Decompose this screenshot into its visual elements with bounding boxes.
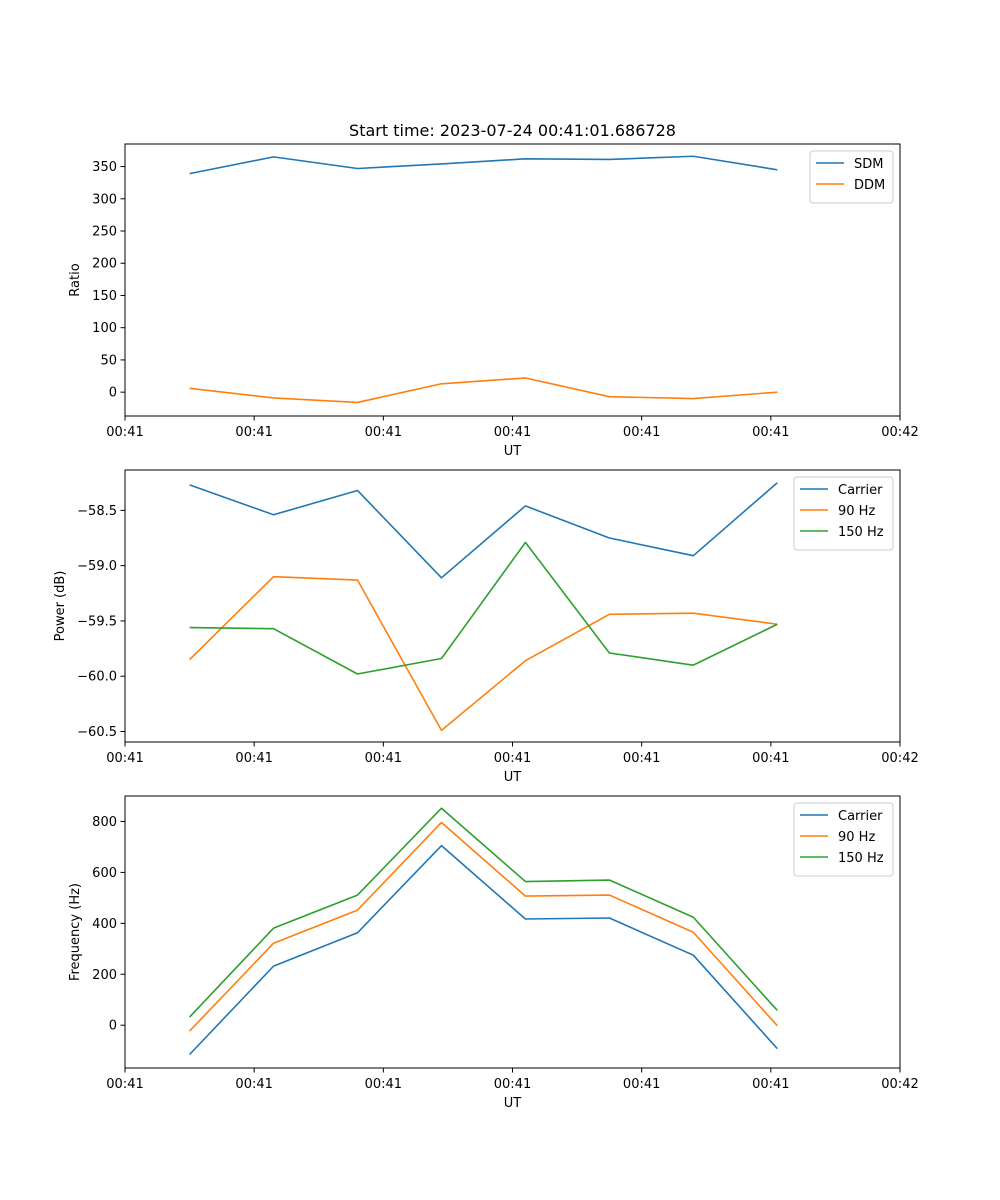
power-y-tick-label: −59.5 [77,614,117,629]
power-x-tick-label: 00:41 [365,751,402,766]
ratio-y-axis-label: Ratio [68,263,83,296]
frequency-series-90-hz-line [189,821,778,1032]
ratio-plot-area [124,143,901,417]
frequency-x-axis-label: UT [504,1096,522,1111]
ratio-x-tick-label: 00:41 [365,425,402,440]
ratio-legend-label-sdm: SDM [854,157,883,172]
frequency-series-150-hz-line [188,807,778,1018]
ratio-x-tick-label: 00:42 [881,425,918,440]
frequency-y-tick-label: 600 [92,866,117,881]
ratio-series-sdm-line [189,155,778,175]
ratio-y-tick-label: 300 [92,192,117,207]
power-y-tick-label: −58.5 [77,504,117,519]
frequency-legend-label-carrier: Carrier [838,809,883,824]
power-legend-label-carrier: Carrier [838,483,883,498]
power-x-tick-label: 00:41 [752,751,789,766]
power-series-carrier-line [189,482,778,579]
power-x-axis-label: UT [504,770,522,785]
power-plot-area [124,469,901,743]
power-legend: Carrier 90 Hz 150 Hz [793,476,894,551]
frequency-x-tick-label: 00:41 [752,1077,789,1092]
power-x-tick-label: 00:41 [235,751,272,766]
ratio-y-tick-label: 100 [92,321,117,336]
frequency-y-tick-label: 200 [92,968,117,983]
frequency-legend: Carrier 90 Hz 150 Hz [793,802,894,877]
power-legend-label-150-hz: 150 Hz [838,525,884,540]
ratio-y-tick-label: 50 [100,353,117,368]
ratio-y-tick-label: 350 [92,160,117,175]
frequency-y-axis-label: Frequency (Hz) [68,883,83,981]
frequency-x-tick-label: 00:41 [365,1077,402,1092]
power-x-tick-label: 00:41 [623,751,660,766]
power-y-tick-label: −60.5 [77,725,117,740]
ratio-y-tick-label: 150 [92,289,117,304]
figure-title: Start time: 2023-07-24 00:41:01.686728 [349,121,676,140]
frequency-y-tick-label: 0 [109,1019,117,1034]
power-y-tick-label: −59.0 [77,559,117,574]
power-series-90-hz-line [189,575,778,732]
power-y-axis-label: Power (dB) [53,571,68,642]
ratio-x-tick-label: 00:41 [623,425,660,440]
ratio-x-tick-label: 00:41 [494,425,531,440]
power-x-tick-label: 00:42 [881,751,918,766]
ratio-y-tick-label: 250 [92,225,117,240]
power-y-tick-label: −60.0 [77,670,117,685]
ratio-x-tick-label: 00:41 [235,425,272,440]
frequency-panel: 00:41 00:41 00:41 00:41 00:41 00:41 00:42 0 200 4… [68,795,919,1111]
frequency-x-tick-label: 00:41 [494,1077,531,1092]
ratio-y-tick-label: 0 [109,386,117,401]
frequency-y-tick-label: 400 [92,917,117,932]
ratio-legend: SDM DDM [809,150,894,204]
ratio-x-axis-label: UT [504,444,522,459]
frequency-legend-label-150-hz: 150 Hz [838,851,884,866]
ratio-x-tick-label: 00:41 [106,425,143,440]
frequency-x-tick-label: 00:41 [623,1077,660,1092]
ratio-y-tick-label: 200 [92,257,117,272]
power-x-tick-label: 00:41 [106,751,143,766]
frequency-x-tick-label: 00:41 [106,1077,143,1092]
power-series-150-hz-line [189,541,778,675]
frequency-x-tick-label: 00:42 [881,1077,918,1092]
power-legend-label-90-hz: 90 Hz [838,504,875,519]
frequency-series-carrier-line [189,844,778,1056]
frequency-plot-area [124,795,901,1069]
frequency-x-tick-label: 00:41 [235,1077,272,1092]
frequency-legend-label-90-hz: 90 Hz [838,830,875,845]
ratio-legend-box [809,150,894,204]
ratio-series-ddm-line [189,377,778,404]
frequency-y-tick-label: 800 [92,815,117,830]
ratio-x-tick-label: 00:41 [752,425,789,440]
power-panel: 00:41 00:41 00:41 00:41 00:41 00:41 00:42 −60.5… [53,469,919,785]
power-x-tick-label: 00:41 [494,751,531,766]
ratio-panel: 00:41 00:41 00:41 00:41 00:41 00:41 00:42 0 50 10… [68,143,919,459]
ratio-legend-label-ddm: DDM [854,178,885,193]
